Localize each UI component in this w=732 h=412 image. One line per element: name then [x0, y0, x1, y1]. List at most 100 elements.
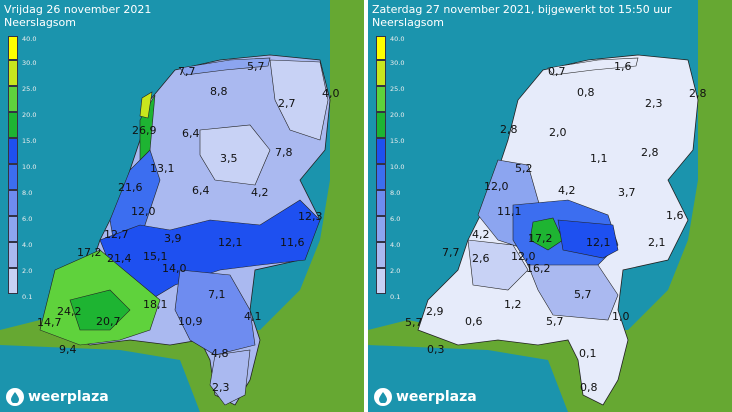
left-legend: 40.0 30.0 25.0 20.0 15.0 10.0 8.0 6.0 4.…	[8, 36, 48, 302]
value-label: 0,1	[579, 347, 597, 360]
value-label: 4,2	[472, 228, 490, 241]
value-label: 1,6	[614, 60, 632, 73]
value-label: 4,8	[211, 347, 229, 360]
value-label: 2,8	[641, 146, 659, 159]
legend-swatch	[8, 60, 18, 86]
legend-swatch	[8, 190, 18, 216]
legend-swatch	[376, 190, 386, 216]
value-label: 4,2	[251, 186, 269, 199]
value-label: 17,2	[528, 232, 553, 245]
value-label: 3,7	[618, 186, 636, 199]
legend-swatch	[8, 216, 18, 242]
value-label: 0,3	[427, 343, 445, 356]
value-label: 5,7	[546, 315, 564, 328]
legend-label: 10.0	[390, 163, 405, 171]
value-label: 24,2	[57, 305, 82, 318]
legend-label: 25.0	[390, 85, 405, 93]
value-label: 11,1	[497, 205, 522, 218]
right-map-panel: Zaterdag 27 november 2021, bijgewerkt to…	[368, 0, 732, 412]
value-label: 2,1	[648, 236, 666, 249]
legend-label: 6.0	[390, 215, 401, 223]
value-label: 5,2	[515, 162, 533, 175]
value-label: 7,7	[178, 65, 196, 78]
value-label: 2,7	[278, 97, 296, 110]
left-map-title: Vrijdag 26 november 2021	[4, 3, 152, 16]
legend-label: 30.0	[22, 59, 37, 67]
value-label: 7,7	[442, 246, 460, 259]
value-label: 12,0	[511, 250, 536, 263]
value-label: 14,7	[37, 316, 62, 329]
legend-swatch	[8, 112, 18, 138]
value-label: 12,1	[586, 236, 611, 249]
value-label: 12,1	[218, 236, 243, 249]
value-label: 21,4	[107, 252, 132, 265]
legend-swatch	[376, 36, 386, 60]
value-label: 10,9	[178, 315, 203, 328]
legend-swatch	[376, 112, 386, 138]
value-label: 3,5	[220, 152, 238, 165]
legend-label: 40.0	[390, 35, 405, 43]
right-map-title: Zaterdag 27 november 2021, bijgewerkt to…	[372, 3, 672, 16]
right-map-subtitle: Neerslagsom	[372, 16, 444, 29]
left-map-panel: Vrijdag 26 november 2021 Neerslagsom 40.…	[0, 0, 364, 412]
value-label: 12,7	[104, 228, 129, 241]
left-map-subtitle: Neerslagsom	[4, 16, 76, 29]
legend-swatch	[8, 138, 18, 164]
value-label: 5,7	[405, 316, 423, 329]
legend-swatch	[8, 86, 18, 112]
value-label: 9,4	[59, 343, 77, 356]
right-map	[368, 0, 732, 412]
weather-drop-icon	[6, 388, 24, 406]
legend-label: 0.1	[390, 293, 401, 301]
value-label: 11,6	[280, 236, 305, 249]
value-label: 7,8	[275, 146, 293, 159]
value-label: 4,2	[558, 184, 576, 197]
legend-swatch	[376, 60, 386, 86]
value-label: 0,8	[577, 86, 595, 99]
value-label: 16,2	[526, 262, 551, 275]
legend-label: 30.0	[390, 59, 405, 67]
value-label: 0,6	[465, 315, 483, 328]
legend-label: 2.0	[390, 267, 401, 275]
legend-label: 10.0	[22, 163, 37, 171]
legend-swatch	[376, 216, 386, 242]
right-legend: 40.0 30.0 25.0 20.0 15.0 10.0 8.0 6.0 4.…	[376, 36, 416, 302]
legend-swatch	[376, 138, 386, 164]
logo-text: weerplaza	[396, 389, 477, 405]
legend-swatch	[376, 242, 386, 268]
panel-divider	[364, 0, 368, 412]
value-label: 2,8	[500, 123, 518, 136]
legend-label: 2.0	[22, 267, 33, 275]
legend-label: 20.0	[390, 111, 405, 119]
value-label: 5,7	[574, 288, 592, 301]
value-label: 0,8	[580, 381, 598, 394]
legend-swatch	[8, 164, 18, 190]
legend-swatch	[8, 36, 18, 60]
value-label: 1,1	[590, 152, 608, 165]
legend-label: 15.0	[22, 137, 37, 145]
legend-label: 6.0	[22, 215, 33, 223]
value-label: 0,7	[548, 65, 566, 78]
value-label: 12,0	[484, 180, 509, 193]
value-label: 4,0	[322, 87, 340, 100]
right-value-labels: 0,7 1,6 0,8 2,3 2,8 2,8 2,0 5,2 1,1 2,8 …	[405, 60, 707, 394]
value-label: 2,9	[426, 305, 444, 318]
value-label: 2,3	[645, 97, 663, 110]
legend-label: 8.0	[390, 189, 401, 197]
logo-text: weerplaza	[28, 389, 109, 405]
value-label: 1,2	[504, 298, 522, 311]
value-label: 15,1	[143, 250, 168, 263]
value-label: 2,6	[472, 252, 490, 265]
value-label: 2,8	[689, 87, 707, 100]
left-map	[0, 0, 364, 412]
legend-label: 25.0	[22, 85, 37, 93]
legend-label: 15.0	[390, 137, 405, 145]
left-value-labels: 7,7 5,7 8,8 4,0 2,7 26,9 6,4 3,5 7,8 13,…	[37, 60, 340, 394]
value-label: 12,3	[298, 210, 323, 223]
legend-swatch	[376, 86, 386, 112]
value-label: 4,1	[244, 310, 262, 323]
legend-label: 4.0	[390, 241, 401, 249]
value-label: 18,1	[143, 298, 168, 311]
legend-label: 20.0	[22, 111, 37, 119]
